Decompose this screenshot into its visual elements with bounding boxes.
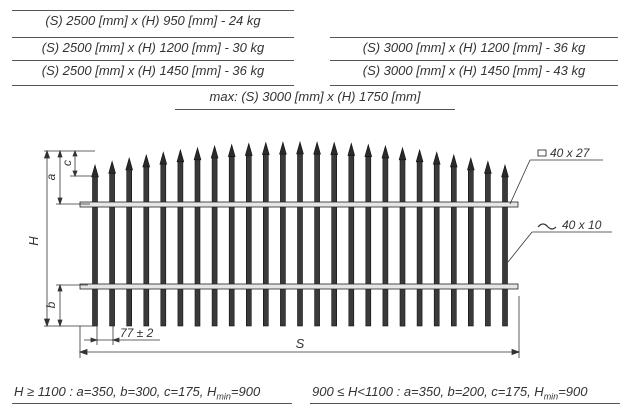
spec-rule-3 <box>12 85 294 86</box>
note-left: H ≥ 1100 : a=350, b=300, c=175, Hmin=900 <box>14 384 260 402</box>
fence-picket <box>347 142 355 327</box>
dim-H <box>43 149 95 328</box>
dim-c <box>70 149 97 178</box>
fence-picket <box>381 144 390 327</box>
note-left-prefix: H ≥ 1100 : a=350, b=300, c=175, H <box>14 384 217 399</box>
dim-S-label: S <box>296 336 305 351</box>
rail-profile-leader <box>509 159 603 205</box>
pickets-group <box>91 140 509 327</box>
note-rule-right <box>310 403 620 404</box>
dim-a-label: a <box>44 173 58 180</box>
dim-S <box>78 296 521 358</box>
fence-picket <box>432 151 441 327</box>
picket-profile-leader <box>507 231 612 263</box>
fence-picket <box>108 160 116 327</box>
fence-picket <box>176 148 185 327</box>
spec-max: max: (S) 3000 [mm] x (H) 1750 [mm] <box>209 89 421 104</box>
spec-rule-right-1 <box>330 60 618 61</box>
spec-rule-max <box>175 109 455 110</box>
rail-profile-icon <box>537 149 547 157</box>
spec-rule-top <box>12 10 294 11</box>
dim-a <box>56 149 90 206</box>
fence-picket <box>279 141 287 327</box>
note-rule-left <box>12 403 292 404</box>
fence-picket <box>210 144 219 327</box>
spec-left-3: (S) 2500 [mm] x (H) 1450 [mm] - 36 kg <box>41 63 265 78</box>
note-left-sub: min <box>216 391 231 402</box>
fence-picket <box>125 156 133 327</box>
picket-profile-label: 40 x 10 <box>562 218 602 232</box>
fence-picket <box>330 141 338 327</box>
dim-H-label: H <box>26 236 41 246</box>
fence-picket <box>415 148 424 327</box>
fence-picket <box>262 141 270 327</box>
upper-rail <box>79 201 519 208</box>
fence-picket <box>467 156 475 327</box>
fence-picket <box>91 163 99 327</box>
note-right-sub: min <box>543 391 559 402</box>
rail-profile-label: 40 x 27 <box>550 146 591 160</box>
dim-b <box>56 283 88 328</box>
fence-picket <box>159 151 168 327</box>
picket-profile-icon <box>537 223 557 230</box>
fence-picket <box>484 160 492 327</box>
fence-picket <box>296 140 304 327</box>
note-right: 900 ≤ H<1100 : a=350, b=200, c=175, Hmin… <box>312 384 588 402</box>
fence-picket <box>193 146 202 327</box>
fence-picket <box>227 143 236 327</box>
spec-left-1: (S) 2500 [mm] x (H) 950 [mm] - 24 kg <box>45 13 261 28</box>
spec-rule-1 <box>12 37 294 38</box>
note-right-prefix: 900 ≤ H<1100 : a=350, b=200, c=175, H <box>312 384 544 399</box>
spec-rule-2 <box>12 60 294 61</box>
spec-rule-right-top <box>330 37 618 38</box>
fence-picket <box>142 153 151 327</box>
fence-picket <box>450 153 458 327</box>
spec-rule-right-2 <box>330 85 618 86</box>
spec-left-2: (S) 2500 [mm] x (H) 1200 [mm] - 30 kg <box>41 40 265 55</box>
fence-picket <box>313 141 321 327</box>
fence-picket <box>244 142 253 327</box>
dim-spacing <box>84 326 160 345</box>
spec-right-1: (S) 3000 [mm] x (H) 1200 [mm] - 36 kg <box>362 40 586 55</box>
note-left-suffix: =900 <box>230 384 261 399</box>
dim-c-label: c <box>60 160 74 166</box>
fence-picket <box>501 163 509 327</box>
rails-group <box>79 201 519 290</box>
dim-spacing-label: 77 ± 2 <box>120 326 154 340</box>
fence-picket <box>364 143 373 327</box>
dim-b-label: b <box>44 301 58 308</box>
note-right-suffix: =900 <box>558 384 588 399</box>
lower-rail <box>79 283 519 290</box>
fence-picket <box>398 146 407 327</box>
spec-right-2: (S) 3000 [mm] x (H) 1450 [mm] - 43 kg <box>362 63 586 78</box>
